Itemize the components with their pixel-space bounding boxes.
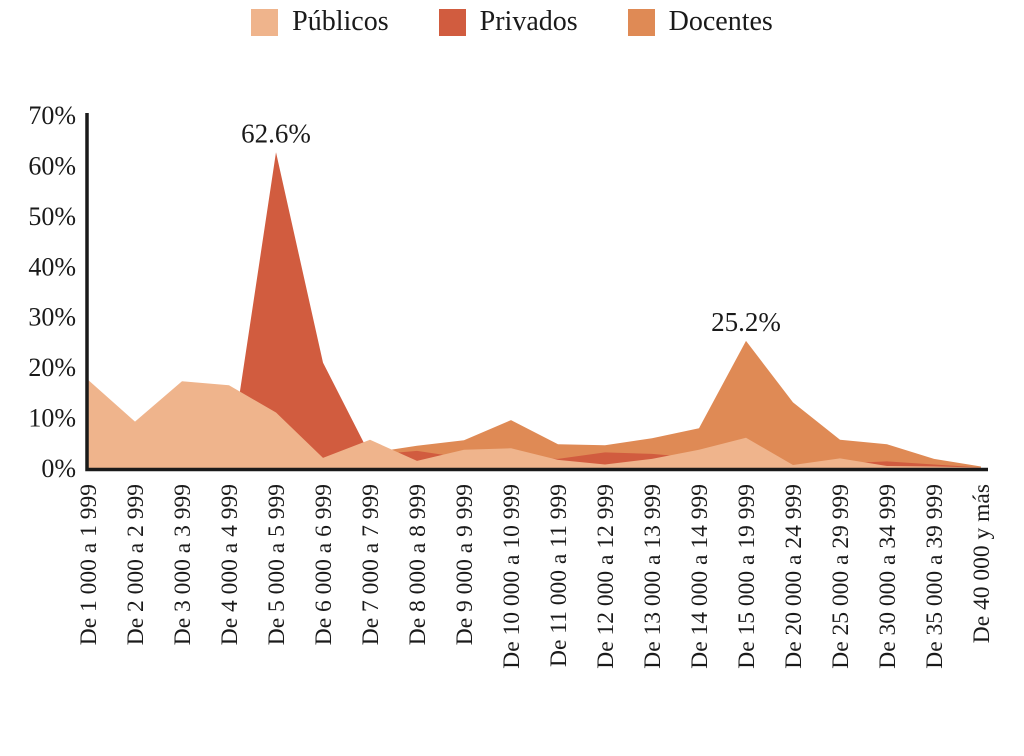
y-tick-label: 0% (41, 454, 76, 483)
y-tick-label: 70% (28, 101, 76, 130)
y-tick-label: 30% (28, 303, 76, 332)
y-axis-tick-labels: 0% 10% 20% 30% 40% 50% 60% 70% (28, 101, 76, 483)
legend-label: Docentes (668, 6, 773, 37)
x-category-label: De 8 000 a 8 999 (405, 484, 431, 645)
legend-label: Públicos (292, 6, 389, 37)
x-category-label: De 3 000 a 3 999 (170, 484, 196, 645)
data-annotations: 62.6% 25.2% (241, 118, 781, 337)
x-category-label: De 15 000 a 19 999 (734, 484, 760, 669)
x-category-label: De 35 000 a 39 999 (922, 484, 948, 669)
x-category-label: De 6 000 a 6 999 (311, 484, 337, 645)
annotation-docentes-peak: 25.2% (711, 307, 781, 337)
y-tick-label: 20% (28, 353, 76, 382)
area-series-públicos (88, 379, 981, 468)
x-category-label: De 13 000 a 13 999 (640, 484, 666, 669)
legend-item-privados: Privados (438, 6, 578, 37)
x-category-label: De 7 000 a 7 999 (358, 484, 384, 645)
series-areas (88, 152, 981, 469)
x-category-label: De 5 000 a 5 999 (264, 484, 290, 645)
legend-item-públicos: Públicos (251, 6, 389, 37)
y-tick-label: 60% (28, 151, 76, 180)
legend-item-docentes: Docentes (627, 6, 773, 37)
x-axis-category-labels: De 1 000 a 1 999 De 2 000 a 2 999 De 3 000… (76, 484, 995, 669)
x-category-label: De 11 000 a 11 999 (546, 484, 572, 667)
area-series-privados (88, 152, 981, 469)
x-category-label: De 40 000 y más (969, 484, 995, 643)
x-category-label: De 14 000 a 14 999 (687, 484, 713, 669)
x-category-label: De 12 000 a 12 999 (593, 484, 619, 669)
x-category-label: De 10 000 a 10 999 (499, 484, 525, 669)
y-tick-label: 50% (28, 202, 76, 231)
x-category-label: De 1 000 a 1 999 (76, 484, 102, 645)
chart-legend: Públicos Privados Docentes (0, 8, 1024, 36)
legend-swatch-icon (251, 8, 279, 36)
axes (85, 113, 988, 472)
legend-swatch-icon (438, 8, 466, 36)
x-category-label: De 4 000 a 4 999 (217, 484, 243, 645)
legend-label: Privados (479, 6, 578, 37)
x-category-label: De 25 000 a 29 999 (828, 484, 854, 669)
x-category-label: De 9 000 a 9 999 (452, 484, 478, 645)
annotation-privados-peak: 62.6% (241, 118, 311, 148)
legend-swatch-icon (627, 8, 655, 36)
axis-lines (85, 113, 988, 472)
y-tick-label: 40% (28, 252, 76, 281)
x-category-label: De 30 000 a 34 999 (875, 484, 901, 669)
y-tick-label: 10% (28, 404, 76, 433)
area-series-docentes (88, 340, 981, 468)
x-category-label: De 2 000 a 2 999 (123, 484, 149, 645)
x-category-label: De 20 000 a 24 999 (781, 484, 807, 669)
